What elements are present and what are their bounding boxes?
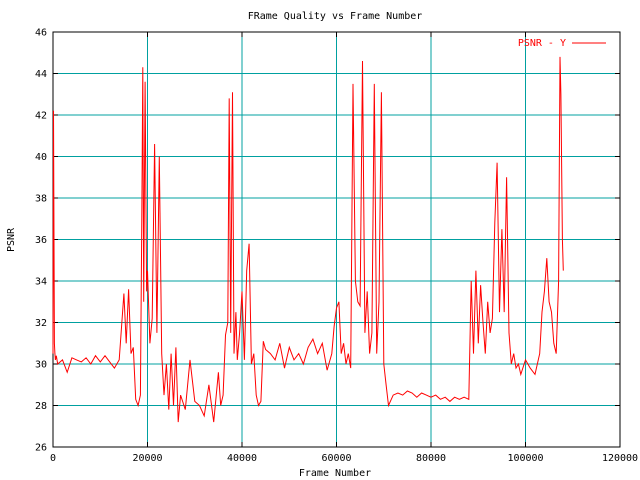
x-tick-label: 100000 [507, 453, 543, 464]
y-axis-label: PSNR [6, 227, 17, 252]
y-tick-label: 38 [35, 194, 47, 205]
x-tick-label: 0 [50, 453, 56, 464]
y-tick-label: 44 [35, 69, 47, 80]
series-layer [52, 56, 564, 423]
x-axis-label: Frame Number [299, 468, 371, 479]
y-tick-label: 32 [35, 318, 47, 329]
y-tick-label: 42 [35, 111, 47, 122]
y-tick-label: 46 [35, 28, 47, 39]
y-tick-label: 28 [35, 401, 47, 412]
legend-label: PSNR - Y [518, 38, 566, 49]
axis-ticks: 26 28 30 32 34 36 38 40 42 44 46 0 20000 40000 60000 80… [35, 28, 638, 465]
y-tick-label: 26 [35, 443, 47, 454]
x-tick-label: 20000 [132, 453, 162, 464]
y-tick-label: 30 [35, 360, 47, 371]
x-tick-label: 40000 [227, 453, 257, 464]
y-tick-label: 36 [35, 235, 47, 246]
x-tick-label: 80000 [416, 453, 446, 464]
y-tick-label: 40 [35, 152, 47, 163]
x-tick-label: 120000 [602, 453, 638, 464]
y-tick-label: 34 [35, 277, 47, 288]
legend: PSNR - Y [518, 38, 606, 49]
grid [53, 32, 620, 447]
series-line-psnr-y [52, 56, 564, 423]
chart-title: FRame Quality vs Frame Number [248, 11, 423, 22]
x-tick-label: 60000 [321, 453, 351, 464]
